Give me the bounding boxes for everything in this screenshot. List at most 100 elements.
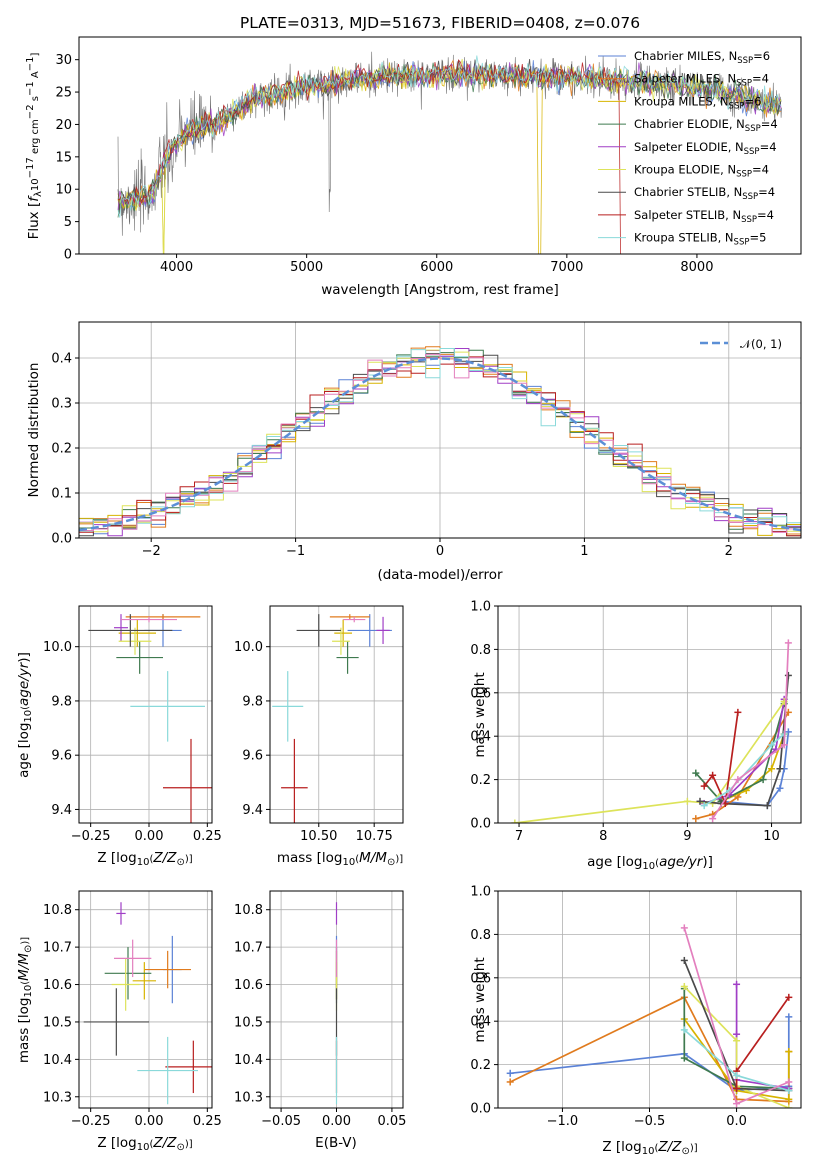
label-part: age [log — [16, 723, 32, 778]
x-axis-label: age [log10(age/yr)] — [587, 854, 713, 872]
errorbar-point — [125, 614, 201, 620]
x-tick-label: 9 — [683, 829, 691, 844]
y-tick-label: 9.8 — [51, 694, 72, 709]
plus-marker — [768, 765, 776, 773]
plus-marker — [680, 924, 688, 932]
legend-suffix: =5 — [749, 231, 766, 245]
errorbar-point — [114, 614, 128, 642]
label-part: age/yr — [16, 661, 32, 706]
x-tick-label: 0.05 — [377, 1114, 406, 1129]
y-tick-label: 0.0 — [470, 1102, 491, 1117]
label-part: mass [log — [277, 850, 343, 866]
errorbar-point — [329, 614, 370, 620]
errorbar-point — [296, 614, 341, 647]
weight-line — [703, 712, 739, 807]
axes-frame — [78, 321, 802, 539]
legend-sub: SSP — [736, 170, 752, 180]
mass-vs-z-panel: −0.25 0.00 0.25 10.3 10.4 10.5 10.6 10.7 10.8 Z [… — [16, 890, 222, 1153]
axes-frame — [78, 36, 802, 255]
plus-marker — [768, 741, 776, 749]
label-part: ] — [30, 53, 41, 57]
legend-entry: Kroupa STELIB, NSSP=5 — [634, 231, 766, 248]
errorbar-point — [343, 616, 366, 623]
plus-marker — [776, 784, 784, 792]
legend-text: Chabrier STELIB, N — [634, 185, 742, 199]
x-axis-label: (data-model)/error — [377, 567, 503, 583]
errorbar-point — [132, 962, 156, 1000]
legend-sub: SSP — [744, 147, 760, 157]
errorbar-point — [104, 947, 152, 1000]
x-tick-label: 8 — [599, 829, 607, 844]
y-tick-label: 9.6 — [51, 749, 72, 764]
plus-marker — [784, 639, 792, 647]
label-part: Z [log — [97, 1135, 136, 1151]
y-tick-label: 0.0 — [51, 532, 72, 547]
plus-marker — [734, 776, 742, 784]
label-part: )] — [690, 1143, 698, 1154]
label-part: )] — [702, 854, 713, 870]
x-tick-label: 5000 — [290, 260, 323, 275]
label-part: age/yr — [659, 854, 704, 870]
y-axis-label: mass weight — [472, 957, 488, 1042]
y-tick-label: 9.6 — [242, 749, 263, 764]
x-tick-label: 0.25 — [193, 1114, 222, 1129]
label-part: 10 — [23, 985, 34, 998]
plus-marker — [734, 708, 742, 716]
legend-entry: Chabrier MILES, NSSP=6 — [634, 49, 770, 66]
y-tick-label: 0 — [64, 248, 72, 263]
label-part: Flux [ — [26, 202, 42, 240]
x-tick-label: 2 — [725, 544, 733, 559]
y-tick-label: 9.8 — [242, 694, 263, 709]
weight-line — [683, 1018, 790, 1101]
legend-suffix: =4 — [752, 163, 769, 177]
errorbar-point — [137, 1036, 198, 1105]
y-tick-label: 0.3 — [51, 397, 72, 412]
label-part: ( — [654, 1143, 658, 1154]
legend-suffix: =4 — [758, 185, 775, 199]
plus-marker — [784, 728, 792, 736]
errorbar-point — [130, 671, 205, 742]
weight-line — [703, 733, 785, 807]
plus-marker — [776, 765, 784, 773]
figure-title: PLATE=0313, MJD=51673, FIBERID=0408, z=0… — [240, 14, 640, 32]
label-part: )] — [16, 652, 32, 663]
weight-line — [683, 988, 789, 1090]
weight-line — [735, 996, 790, 1089]
legend-suffix: =4 — [752, 72, 769, 86]
legend-sub: SSP — [745, 124, 761, 134]
y-axis-label: mass weight — [472, 672, 488, 757]
label-part: mass [log — [16, 998, 32, 1064]
legend-entry: Salpeter MILES, NSSP=4 — [634, 72, 769, 89]
x-tick-label: −0.5 — [634, 1114, 666, 1129]
y-axis-label: Normed distribution — [26, 363, 42, 498]
weight-line — [703, 699, 786, 805]
weight-line — [711, 642, 790, 820]
plus-marker — [680, 982, 688, 990]
errorbar-point — [111, 958, 140, 1011]
y-tick-label: 10 — [55, 183, 72, 198]
y-tick-label: 9.4 — [51, 803, 72, 818]
label-part: ⊙ — [681, 1146, 689, 1157]
plus-marker — [785, 1048, 793, 1056]
age-vs-mass-panel: 10.50 10.75 9.4 9.6 9.8 10.0 mass [log10(M/M⊙)… — [234, 605, 404, 868]
legend-entry: Kroupa MILES, NSSP=6 — [634, 94, 761, 111]
label-part: Z/Z — [657, 1139, 682, 1155]
errorbar-point — [116, 902, 126, 925]
y-tick-label: 10.4 — [234, 1053, 263, 1068]
x-tick-label: 0.25 — [193, 829, 222, 844]
plus-marker — [733, 1084, 741, 1092]
x-tick-label: −0.25 — [71, 1114, 111, 1129]
label-part: )] — [185, 854, 193, 865]
label-part: 10 — [342, 857, 355, 868]
plus-marker — [759, 776, 767, 784]
y-tick-label: 0.4 — [470, 730, 491, 745]
label-part: −2 — [25, 104, 36, 119]
legend-entry: Chabrier ELODIE, NSSP=4 — [634, 117, 778, 134]
x-tick-label: 10.75 — [356, 829, 393, 844]
y-tick-label: 10.8 — [234, 903, 263, 918]
x-tick-label: 0.00 — [135, 829, 164, 844]
x-axis-label: mass [log10(M/M⊙)] — [277, 850, 403, 868]
weight-line — [720, 733, 785, 803]
label-part: ⊙ — [176, 857, 184, 868]
